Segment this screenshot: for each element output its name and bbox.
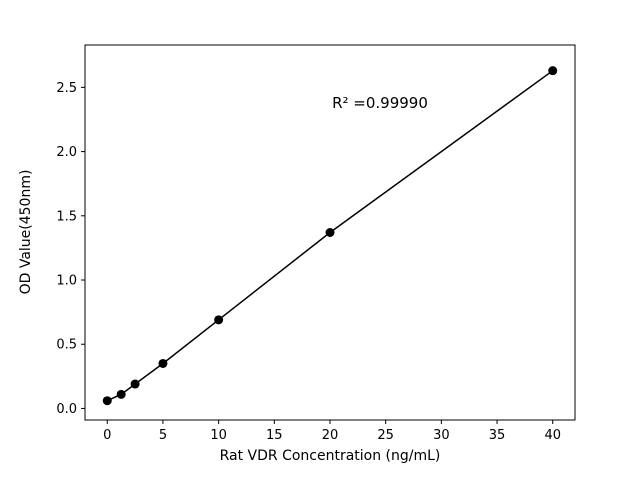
x-tick-label: 0 [103, 428, 111, 443]
x-axis-label: Rat VDR Concentration (ng/mL) [220, 448, 441, 464]
x-tick-label: 15 [266, 428, 283, 443]
x-tick-label: 10 [210, 428, 227, 443]
x-tick-label: 25 [377, 428, 394, 443]
y-tick-label: 2.5 [56, 81, 77, 96]
r-squared-annotation: R² =0.99990 [332, 94, 428, 112]
x-tick-label: 30 [433, 428, 450, 443]
x-tick-label: 40 [544, 428, 561, 443]
x-tick-label: 5 [159, 428, 167, 443]
data-point [325, 228, 335, 237]
data-point [116, 389, 126, 399]
y-tick-label: 0.5 [56, 338, 77, 353]
data-point [548, 66, 558, 76]
y-axis-label: OD Value(450nm) [18, 170, 34, 295]
y-tick-label: 0.0 [56, 402, 77, 417]
y-tick-label: 1.5 [56, 209, 77, 224]
x-tick-label: 20 [322, 428, 339, 443]
data-point [102, 396, 112, 406]
y-tick-label: 2.0 [56, 145, 77, 160]
y-tick-label: 1.0 [56, 274, 77, 289]
data-point [214, 315, 224, 325]
data-point [158, 358, 168, 368]
plot-area: 0 5 10 15 20 25 30 35 40 0.0 0.5 1.0 1.5 2.0 2.5 [56, 44, 576, 443]
data-point [130, 379, 140, 389]
x-tick-label: 35 [489, 428, 506, 443]
